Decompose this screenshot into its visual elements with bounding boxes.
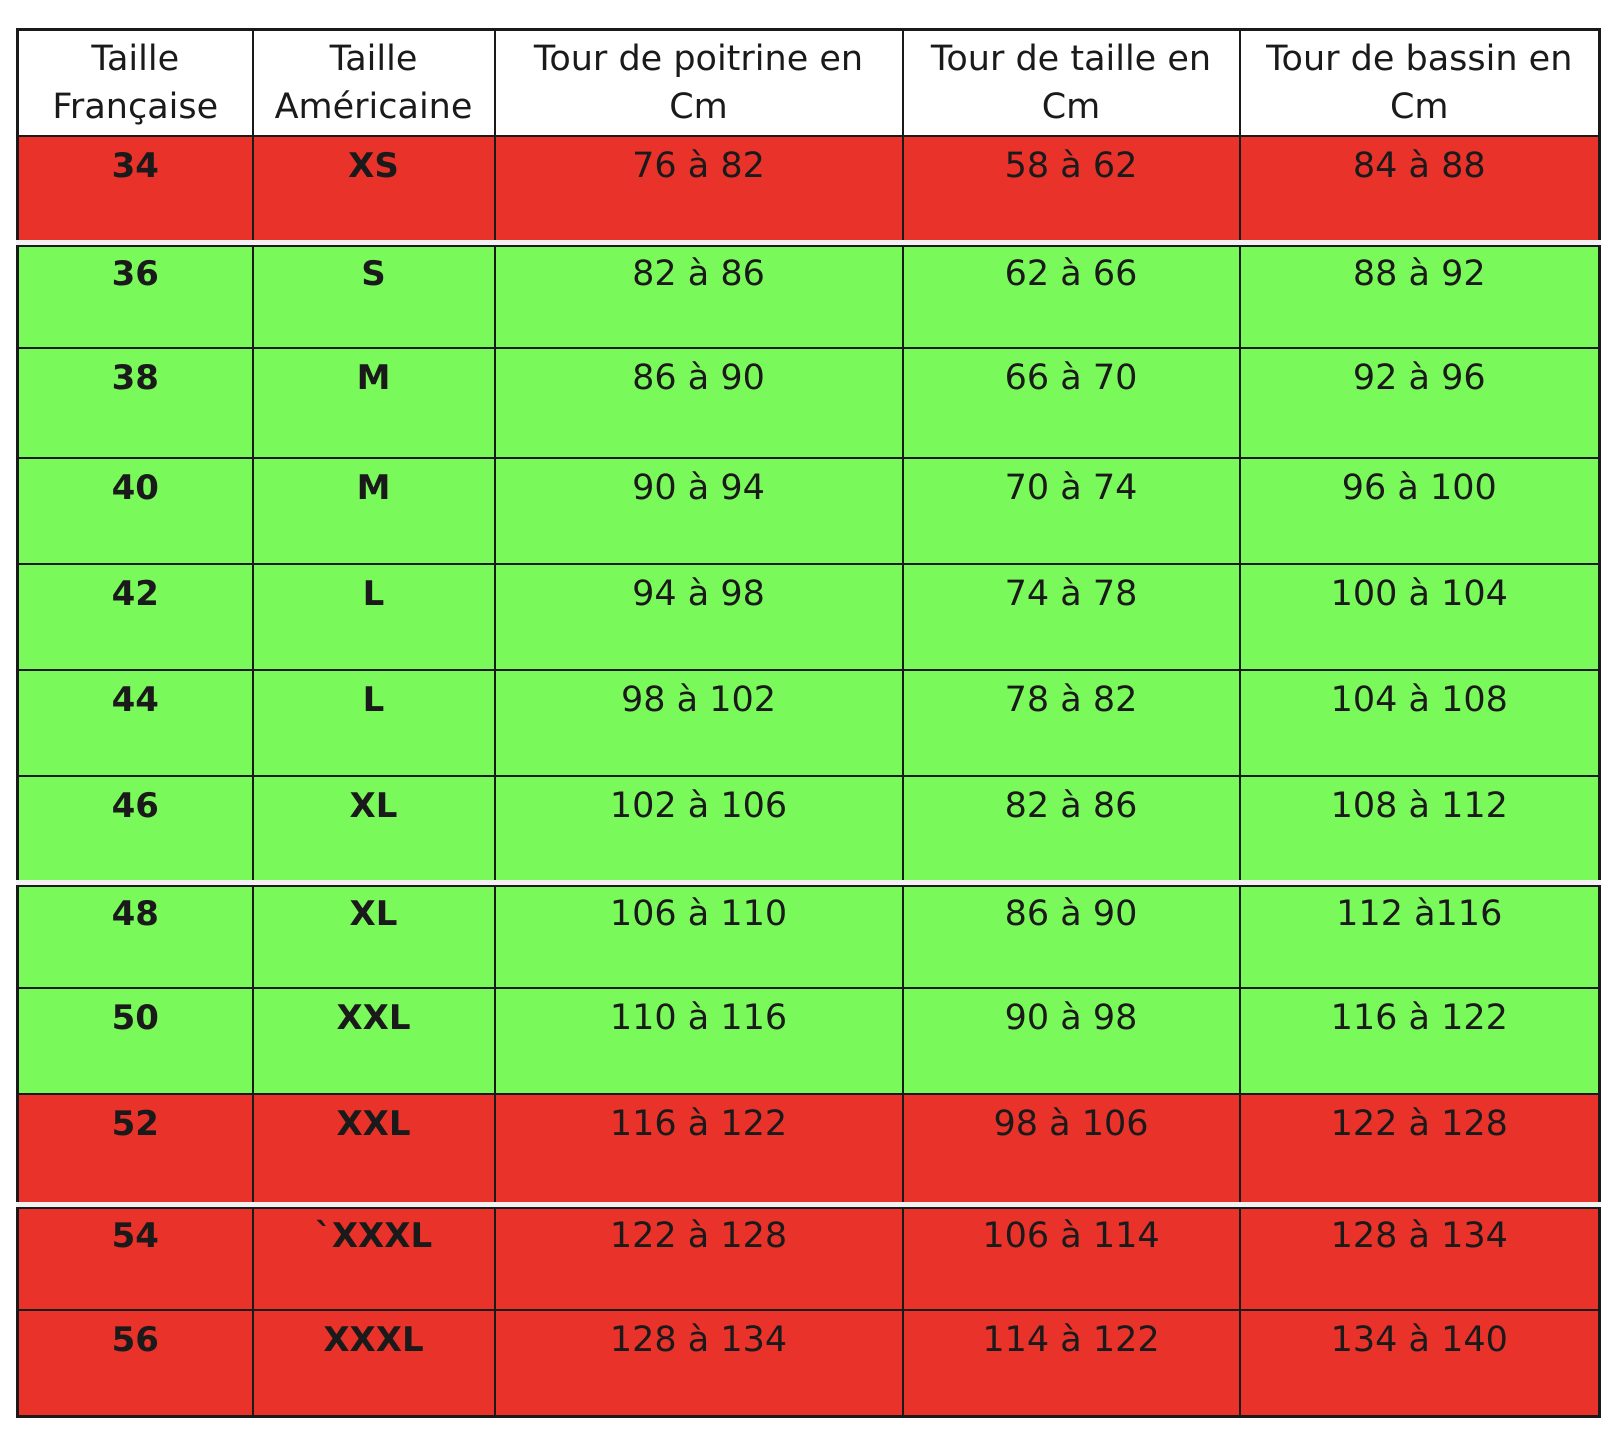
cell-tour-bassin: 134 à 140 [1238, 1309, 1601, 1417]
header-line: Tour de bassin en [1266, 39, 1573, 79]
cell-tour-taille: 90 à 98 [901, 987, 1241, 1095]
cell-taille-francaise: 36 [16, 239, 254, 349]
cell-tour-poitrine: 128 à 134 [493, 1309, 904, 1417]
header-line: Française [52, 87, 219, 127]
cell-tour-poitrine: 90 à 94 [493, 457, 904, 565]
header-line: Taille [91, 39, 180, 79]
table-row: 34 XS 76 à 82 58 à 62 84 à 88 [16, 135, 1601, 243]
header-line: Américaine [274, 87, 473, 127]
cell-tour-taille: 86 à 90 [901, 879, 1241, 989]
cell-taille-americaine: M [251, 347, 496, 459]
cell-taille-americaine: L [251, 669, 496, 777]
header-line: Tour de taille en [930, 39, 1212, 79]
cell-tour-bassin: 96 à 100 [1238, 457, 1601, 565]
cell-tour-bassin: 108 à 112 [1238, 775, 1601, 883]
table-row: 46 XL 102 à 106 82 à 86 108 à 112 [16, 775, 1601, 883]
cell-tour-poitrine: 122 à 128 [493, 1201, 904, 1311]
cell-tour-bassin: 84 à 88 [1238, 135, 1601, 243]
cell-tour-bassin: 116 à 122 [1238, 987, 1601, 1095]
cell-taille-francaise: 52 [16, 1093, 254, 1205]
cell-taille-americaine: XL [251, 775, 496, 883]
table-row: 56 XXXL 128 à 134 114 à 122 134 à 140 [16, 1309, 1601, 1417]
cell-tour-taille: 58 à 62 [901, 135, 1241, 243]
cell-taille-americaine: S [251, 239, 496, 349]
header-tour-taille: Tour de taille en Cm [901, 28, 1241, 137]
cell-tour-taille: 98 à 106 [901, 1093, 1241, 1205]
header-tour-bassin: Tour de bassin en Cm [1238, 28, 1601, 137]
cell-tour-bassin: 104 à 108 [1238, 669, 1601, 777]
cell-taille-francaise: 42 [16, 563, 254, 671]
cell-tour-poitrine: 116 à 122 [493, 1093, 904, 1205]
cell-tour-bassin: 88 à 92 [1238, 239, 1601, 349]
table-row: 52 XXL 116 à 122 98 à 106 122 à 128 [16, 1093, 1601, 1205]
cell-tour-poitrine: 102 à 106 [493, 775, 904, 883]
cell-tour-poitrine: 110 à 116 [493, 987, 904, 1095]
cell-tour-bassin: 92 à 96 [1238, 347, 1601, 459]
cell-tour-taille: 114 à 122 [901, 1309, 1241, 1417]
header-taille-americaine: Taille Américaine [251, 28, 496, 137]
cell-taille-americaine: XS [251, 135, 496, 243]
cell-tour-taille: 66 à 70 [901, 347, 1241, 459]
table-row: 40 M 90 à 94 70 à 74 96 à 100 [16, 457, 1601, 565]
cell-tour-bassin: 100 à 104 [1238, 563, 1601, 671]
size-chart-table: Taille Française Taille Américaine Tour … [16, 28, 1601, 1418]
cell-taille-francaise: 34 [16, 135, 254, 243]
header-taille-francaise: Taille Française [16, 28, 254, 137]
header-line: Taille [329, 39, 418, 79]
table-row: 48 XL 106 à 110 86 à 90 112 à116 [16, 879, 1601, 989]
table-row: 38 M 86 à 90 66 à 70 92 à 96 [16, 347, 1601, 459]
cell-taille-americaine: XXL [251, 987, 496, 1095]
cell-taille-francaise: 56 [16, 1309, 254, 1417]
cell-tour-poitrine: 98 à 102 [493, 669, 904, 777]
cell-tour-poitrine: 106 à 110 [493, 879, 904, 989]
cell-tour-poitrine: 86 à 90 [493, 347, 904, 459]
cell-tour-taille: 62 à 66 [901, 239, 1241, 349]
header-tour-poitrine: Tour de poitrine en Cm [493, 28, 904, 137]
cell-tour-taille: 78 à 82 [901, 669, 1241, 777]
cell-taille-francaise: 48 [16, 879, 254, 989]
cell-tour-taille: 82 à 86 [901, 775, 1241, 883]
cell-tour-poitrine: 76 à 82 [493, 135, 904, 243]
header-row: Taille Française Taille Américaine Tour … [16, 28, 1601, 137]
cell-tour-taille: 106 à 114 [901, 1201, 1241, 1311]
cell-taille-americaine: L [251, 563, 496, 671]
header-line: Cm [1041, 87, 1101, 127]
cell-taille-americaine: M [251, 457, 496, 565]
cell-tour-bassin: 112 à116 [1238, 879, 1601, 989]
table-row: 42 L 94 à 98 74 à 78 100 à 104 [16, 563, 1601, 671]
cell-tour-poitrine: 94 à 98 [493, 563, 904, 671]
cell-taille-americaine: XXL [251, 1093, 496, 1205]
cell-taille-americaine: XL [251, 879, 496, 989]
cell-tour-taille: 74 à 78 [901, 563, 1241, 671]
cell-tour-poitrine: 82 à 86 [493, 239, 904, 349]
cell-taille-americaine: `XXXL [251, 1201, 496, 1311]
header-line: Cm [1389, 87, 1449, 127]
header-line: Cm [669, 87, 728, 127]
cell-tour-bassin: 122 à 128 [1238, 1093, 1601, 1205]
table-row: 50 XXL 110 à 116 90 à 98 116 à 122 [16, 987, 1601, 1095]
cell-taille-francaise: 40 [16, 457, 254, 565]
cell-tour-bassin: 128 à 134 [1238, 1201, 1601, 1311]
cell-taille-francaise: 38 [16, 347, 254, 459]
table-row: 44 L 98 à 102 78 à 82 104 à 108 [16, 669, 1601, 777]
cell-taille-francaise: 54 [16, 1201, 254, 1311]
table-row: 36 S 82 à 86 62 à 66 88 à 92 [16, 239, 1601, 349]
cell-taille-francaise: 46 [16, 775, 254, 883]
cell-taille-francaise: 44 [16, 669, 254, 777]
cell-taille-americaine: XXXL [251, 1309, 496, 1417]
header-line: Tour de poitrine en [533, 39, 864, 79]
table-row: 54 `XXXL 122 à 128 106 à 114 128 à 134 [16, 1201, 1601, 1311]
cell-taille-francaise: 50 [16, 987, 254, 1095]
cell-tour-taille: 70 à 74 [901, 457, 1241, 565]
